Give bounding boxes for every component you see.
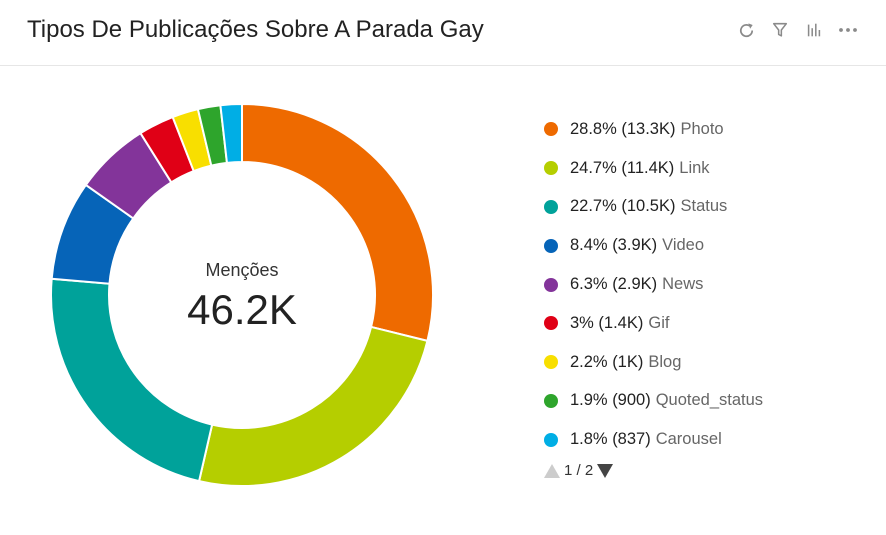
legend-value: 1.8% (837) bbox=[570, 430, 651, 449]
filter-icon[interactable] bbox=[770, 20, 790, 40]
center-label: Menções bbox=[205, 260, 278, 280]
center-value: 46.2K bbox=[187, 286, 297, 333]
legend-swatch bbox=[544, 393, 558, 408]
pager-text: 1 / 2 bbox=[564, 462, 594, 479]
legend-value: 6.3% (2.9K) bbox=[570, 275, 658, 294]
refresh-icon[interactable] bbox=[736, 20, 756, 40]
more-icon[interactable] bbox=[838, 20, 858, 40]
legend-label: Gif bbox=[648, 313, 670, 332]
legend-item[interactable]: 3% (1.4K) Gif bbox=[544, 304, 874, 343]
donut-slice-photo[interactable] bbox=[241, 102, 434, 343]
legend-swatch bbox=[544, 238, 558, 253]
legend-item[interactable]: 8.4% (3.9K) Video bbox=[544, 226, 874, 265]
legend-swatch bbox=[544, 199, 558, 214]
legend-pager: 1 / 2 bbox=[544, 462, 614, 479]
chart-toolbar bbox=[736, 20, 858, 40]
legend-label: Carousel bbox=[655, 430, 722, 449]
legend-item[interactable]: 24.7% (11.4K) Link bbox=[544, 149, 874, 188]
legend-item[interactable]: 1.9% (900) Quoted_status bbox=[544, 382, 874, 421]
donut-slice-link[interactable] bbox=[197, 325, 429, 487]
donut-slices bbox=[50, 102, 434, 487]
legend-label: Link bbox=[679, 158, 710, 177]
legend-label: Status bbox=[680, 197, 728, 216]
legend-value: 24.7% (11.4K) bbox=[570, 158, 675, 177]
legend-swatch bbox=[544, 277, 558, 292]
legend-value: 22.7% (10.5K) bbox=[570, 197, 676, 216]
legend-label: Quoted_status bbox=[655, 391, 764, 410]
legend-value: 28.8% (13.3K) bbox=[570, 119, 676, 138]
legend-label: News bbox=[662, 275, 704, 294]
legend-item[interactable]: 6.3% (2.9K) News bbox=[544, 265, 874, 304]
legend-swatch bbox=[544, 432, 558, 447]
legend-item[interactable]: 1.8% (837) Carousel bbox=[544, 420, 874, 459]
legend-item[interactable]: 2.2% (1K) Blog bbox=[544, 343, 874, 382]
donut-chart: Menções 46.2K bbox=[50, 102, 434, 487]
legend-swatch bbox=[544, 122, 558, 137]
bar-chart-icon[interactable] bbox=[804, 20, 824, 40]
legend-label: Photo bbox=[680, 119, 724, 138]
legend-value: 3% (1.4K) bbox=[570, 313, 644, 332]
legend-swatch bbox=[544, 316, 558, 331]
legend-item[interactable]: 28.8% (13.3K) Photo bbox=[544, 110, 874, 149]
chart-header: Tipos De Publicações Sobre A Parada Gay bbox=[0, 0, 886, 66]
legend-swatch bbox=[544, 355, 558, 370]
legend-value: 1.9% (900) bbox=[570, 391, 651, 410]
pager-prev-icon[interactable] bbox=[544, 463, 560, 478]
donut-slice-carousel[interactable] bbox=[219, 102, 243, 164]
legend-value: 8.4% (3.9K) bbox=[570, 236, 658, 255]
legend-label: Blog bbox=[648, 352, 682, 371]
pager-next-icon[interactable] bbox=[597, 463, 614, 478]
chart-title: Tipos De Publicações Sobre A Parada Gay bbox=[27, 16, 484, 43]
legend-swatch bbox=[544, 161, 558, 176]
legend-value: 2.2% (1K) bbox=[570, 352, 644, 371]
legend-item[interactable]: 22.7% (10.5K) Status bbox=[544, 188, 874, 227]
legend-label: Video bbox=[662, 236, 705, 255]
chart-legend: 28.8% (13.3K) Photo 24.7% (11.4K) Link 22.7%… bbox=[544, 110, 874, 459]
